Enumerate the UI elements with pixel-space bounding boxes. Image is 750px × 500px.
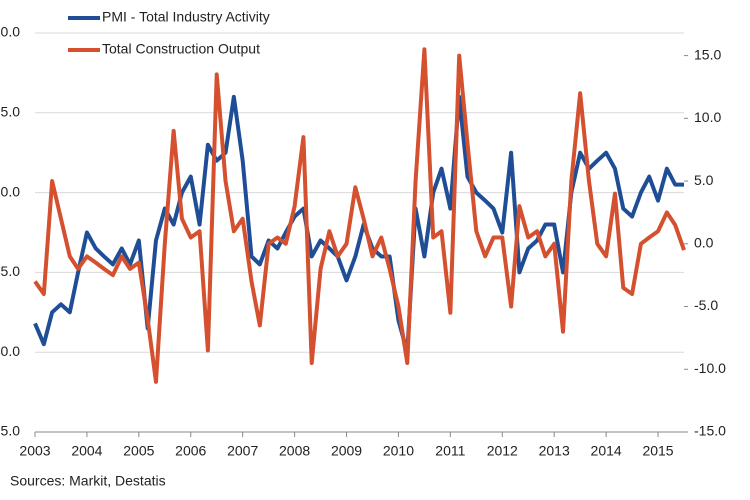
x-tick-label: 2009 [331, 443, 362, 459]
x-tick-label: 2005 [123, 443, 154, 459]
x-tick-label: 2010 [383, 443, 414, 459]
data-line [33, 94, 684, 355]
y-tick-label: 55.0 [0, 104, 20, 120]
y-tick-label: 60.0 [0, 24, 20, 40]
x-tick-label: 2003 [19, 443, 50, 459]
y-tick-label: 45.0 [0, 263, 20, 279]
y2-tick-label: -15.0 [694, 423, 726, 439]
y-tick-label: 35.0 [0, 423, 20, 439]
legend-label: Total Construction Output [102, 41, 260, 57]
x-tick-label: 2012 [487, 443, 518, 459]
y2-tick-label: 5.0 [694, 172, 714, 188]
data-line [33, 47, 686, 384]
y2-tick-label: -10.0 [694, 360, 726, 376]
x-tick-label: 2015 [642, 443, 673, 459]
x-tick-label: 2004 [71, 443, 102, 459]
y2-tick-label: -5.0 [694, 297, 718, 313]
x-tick-label: 2011 [435, 443, 465, 459]
x-tick-label: 2007 [227, 443, 258, 459]
y2-tick-label: 10.0 [694, 109, 721, 125]
y2-tick-label: 15.0 [694, 46, 721, 62]
x-tick-label: 2013 [539, 443, 570, 459]
y-tick-label: 40.0 [0, 343, 20, 359]
x-tick-label: 2014 [591, 443, 622, 459]
y2-tick-label: 0.0 [694, 234, 714, 250]
source-note: Sources: Markit, Destatis [10, 473, 166, 489]
x-tick-label: 2008 [279, 443, 310, 459]
y-tick-label: 50.0 [0, 183, 20, 199]
x-tick-label: 2006 [175, 443, 206, 459]
legend-label: PMI - Total Industry Activity [102, 9, 270, 25]
